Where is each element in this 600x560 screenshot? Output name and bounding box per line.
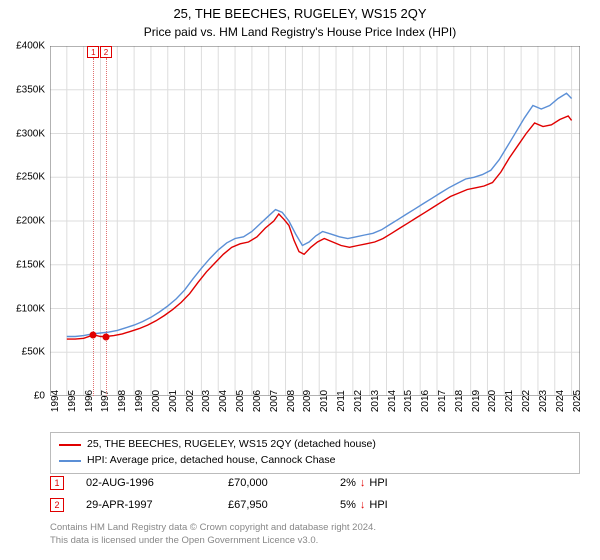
- x-tick-label: 2012: [353, 390, 364, 412]
- arrow-down-icon: ↓: [360, 477, 366, 489]
- x-tick-label: 2008: [286, 390, 297, 412]
- transaction-delta: 2% ↓HPI: [340, 477, 460, 489]
- footer-line-1: Contains HM Land Registry data © Crown c…: [50, 522, 580, 535]
- x-tick-label: 2020: [487, 390, 498, 412]
- x-tick-label: 2010: [319, 390, 330, 412]
- legend: 25, THE BEECHES, RUGELEY, WS15 2QY (deta…: [50, 432, 580, 474]
- delta-percent: 2%: [340, 477, 356, 489]
- x-tick-label: 1994: [50, 390, 61, 412]
- footer-line-2: This data is licensed under the Open Gov…: [50, 535, 580, 548]
- transaction-row: 1 02-AUG-1996 £70,000 2% ↓HPI: [50, 472, 580, 494]
- x-tick-label: 2003: [201, 390, 212, 412]
- y-tick-label: £150K: [16, 259, 45, 270]
- delta-suffix: HPI: [369, 499, 387, 511]
- delta-percent: 5%: [340, 499, 356, 511]
- x-tick-label: 2022: [521, 390, 532, 412]
- marker-line: [93, 58, 94, 396]
- x-tick-label: 2023: [538, 390, 549, 412]
- chart-subtitle: Price paid vs. HM Land Registry's House …: [0, 21, 600, 39]
- x-tick-label: 2024: [555, 390, 566, 412]
- x-tick-label: 2000: [151, 390, 162, 412]
- transaction-price: £67,950: [228, 499, 328, 511]
- y-tick-label: £100K: [16, 303, 45, 314]
- chart-plot: [50, 46, 580, 396]
- x-tick-label: 2019: [471, 390, 482, 412]
- chart-area: £0£50K£100K£150K£200K£250K£300K£350K£400…: [50, 46, 580, 396]
- marker-dot: [103, 333, 110, 340]
- x-tick-label: 2007: [269, 390, 280, 412]
- x-tick-label: 2021: [504, 390, 515, 412]
- y-tick-label: £0: [34, 391, 45, 402]
- transaction-number: 1: [50, 476, 64, 490]
- x-tick-label: 2004: [218, 390, 229, 412]
- x-tick-label: 2016: [420, 390, 431, 412]
- y-tick-label: £250K: [16, 172, 45, 183]
- x-tick-label: 2013: [370, 390, 381, 412]
- legend-row: HPI: Average price, detached house, Cann…: [59, 453, 571, 469]
- transaction-price: £70,000: [228, 477, 328, 489]
- x-tick-label: 2009: [302, 390, 313, 412]
- x-tick-label: 2005: [235, 390, 246, 412]
- x-tick-label: 2025: [572, 390, 583, 412]
- y-tick-label: £400K: [16, 41, 45, 52]
- footer-attribution: Contains HM Land Registry data © Crown c…: [50, 522, 580, 548]
- y-tick-label: £200K: [16, 216, 45, 227]
- legend-row: 25, THE BEECHES, RUGELEY, WS15 2QY (deta…: [59, 437, 571, 453]
- transaction-date: 02-AUG-1996: [86, 477, 216, 489]
- transaction-delta: 5% ↓HPI: [340, 499, 460, 511]
- transaction-row: 2 29-APR-1997 £67,950 5% ↓HPI: [50, 494, 580, 516]
- x-tick-label: 1998: [117, 390, 128, 412]
- delta-suffix: HPI: [369, 477, 387, 489]
- arrow-down-icon: ↓: [360, 499, 366, 511]
- transaction-number: 2: [50, 498, 64, 512]
- y-tick-label: £300K: [16, 128, 45, 139]
- x-tick-label: 1999: [134, 390, 145, 412]
- legend-swatch: [59, 444, 81, 446]
- y-tick-label: £50K: [22, 347, 45, 358]
- legend-label: 25, THE BEECHES, RUGELEY, WS15 2QY (deta…: [87, 437, 376, 453]
- x-tick-label: 2001: [168, 390, 179, 412]
- marker-label: 2: [100, 46, 112, 58]
- marker-dot: [90, 331, 97, 338]
- chart-title: 25, THE BEECHES, RUGELEY, WS15 2QY: [0, 0, 600, 21]
- legend-swatch: [59, 460, 81, 462]
- legend-label: HPI: Average price, detached house, Cann…: [87, 453, 335, 469]
- marker-line: [106, 58, 107, 396]
- x-tick-label: 2014: [387, 390, 398, 412]
- x-tick-label: 2018: [454, 390, 465, 412]
- transaction-table: 1 02-AUG-1996 £70,000 2% ↓HPI 2 29-APR-1997 £67…: [50, 472, 580, 516]
- x-tick-label: 2006: [252, 390, 263, 412]
- x-tick-label: 1995: [67, 390, 78, 412]
- y-tick-label: £350K: [16, 84, 45, 95]
- x-tick-label: 2002: [185, 390, 196, 412]
- marker-label: 1: [87, 46, 99, 58]
- x-tick-label: 2017: [437, 390, 448, 412]
- transaction-date: 29-APR-1997: [86, 499, 216, 511]
- x-tick-label: 2015: [403, 390, 414, 412]
- x-tick-label: 2011: [336, 390, 347, 412]
